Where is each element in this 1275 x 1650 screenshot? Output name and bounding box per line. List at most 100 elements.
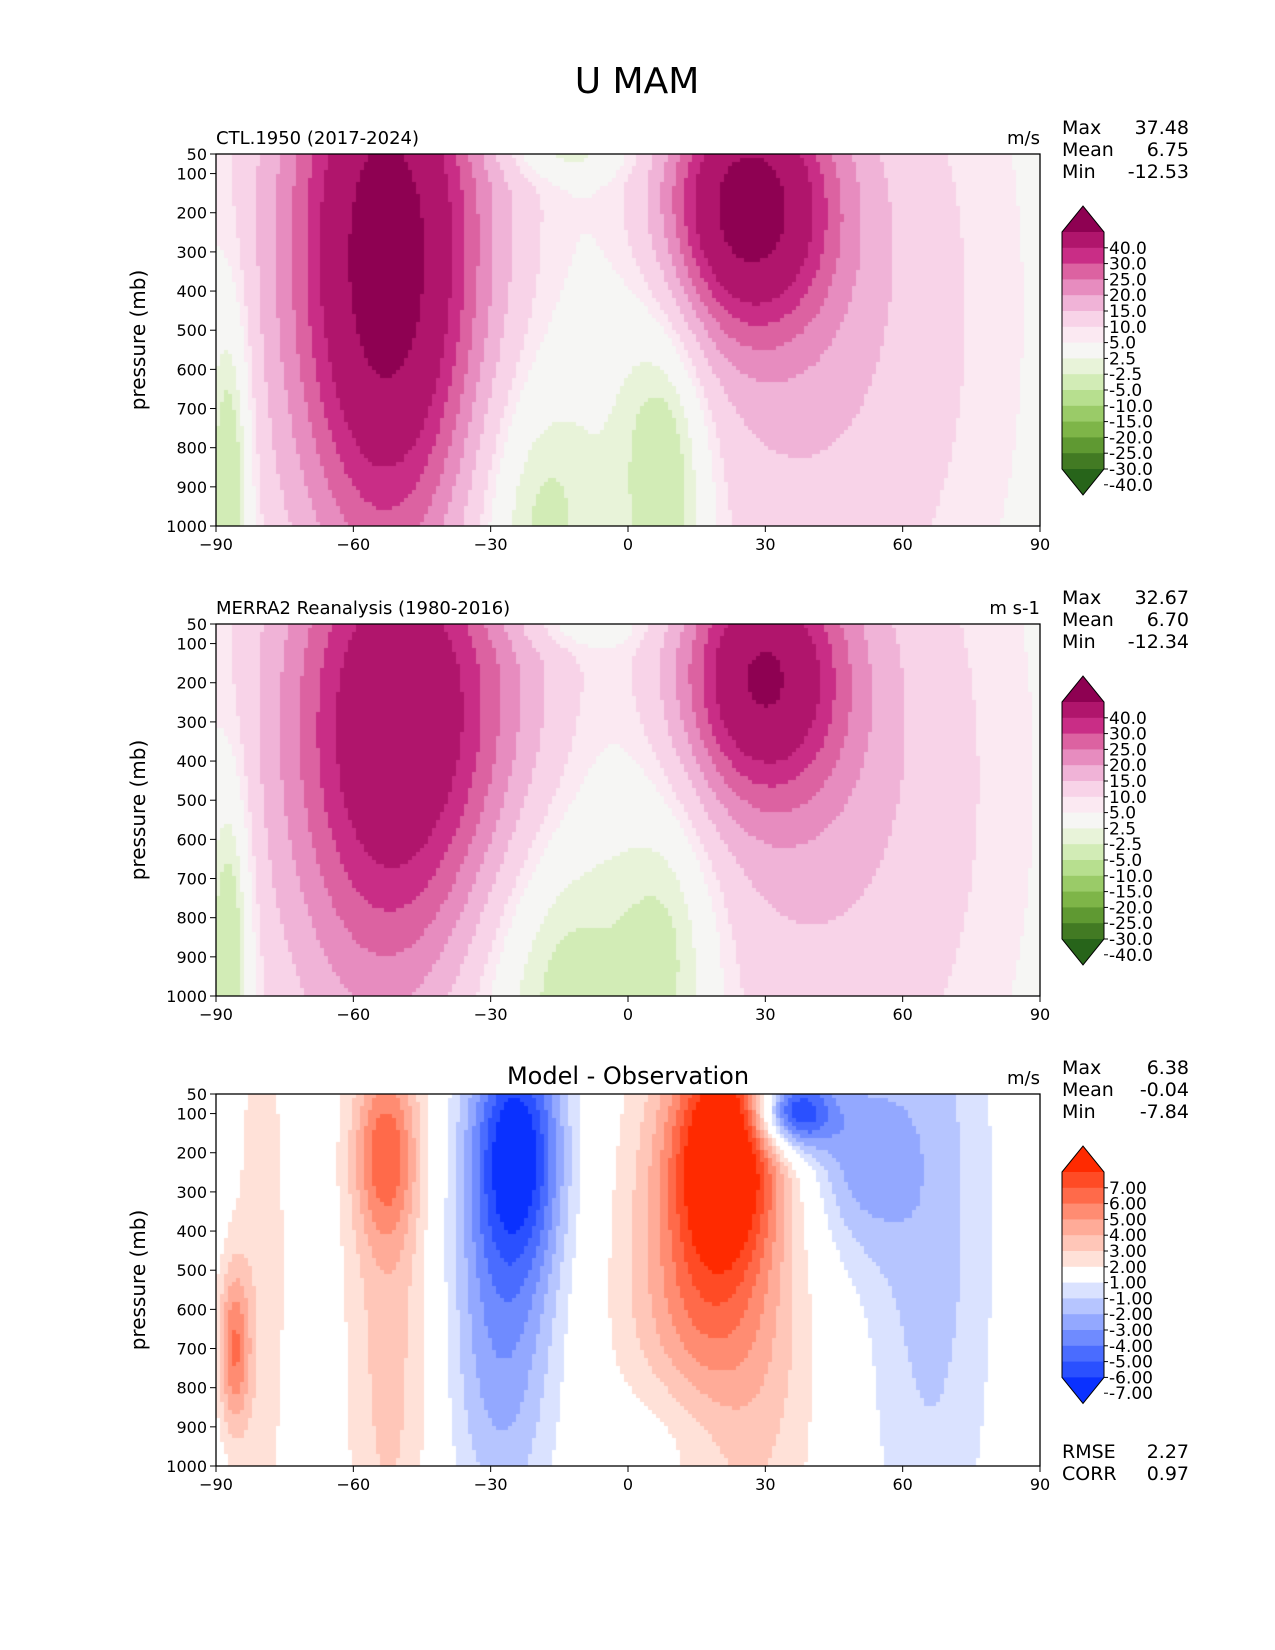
y-tick-label: 900	[176, 478, 207, 497]
colorbar-swatch	[1062, 1314, 1104, 1331]
colorbar-swatch	[1062, 390, 1104, 407]
stat-value: 6.70	[1147, 609, 1189, 631]
colorbar-label: 5.00	[1109, 1210, 1147, 1230]
colorbar-label: -20.0	[1109, 428, 1153, 448]
y-tick-label: 900	[176, 1418, 207, 1437]
y-tick-label: 300	[176, 243, 207, 262]
stat-label: Mean	[1062, 139, 1114, 161]
y-tick-label: 500	[176, 791, 207, 810]
stat-value: 6.38	[1147, 1057, 1189, 1079]
colorbar-swatch	[1062, 907, 1104, 924]
colorbar-swatch	[1062, 733, 1104, 750]
stat-value: 37.48	[1135, 117, 1189, 139]
colorbar-label: -2.5	[1109, 365, 1142, 385]
stat-label: Mean	[1062, 1079, 1114, 1101]
colorbar-swatch	[1062, 1345, 1104, 1363]
colorbar-label: -40.0	[1109, 476, 1153, 496]
y-tick-label: 500	[176, 1261, 207, 1280]
y-tick-label: 900	[176, 948, 207, 967]
colorbar-label: 15.0	[1109, 302, 1147, 322]
panel-title: MERRA2 Reanalysis (1980-2016)	[216, 598, 510, 619]
y-tick-label: 600	[176, 360, 207, 379]
stat-label: Mean	[1062, 609, 1114, 631]
colorbar-extend-min	[1062, 939, 1104, 965]
colorbar: 40.030.025.020.015.010.05.02.5-2.5-5.0-1…	[1061, 205, 1153, 496]
x-tick-label: 0	[623, 1475, 633, 1494]
y-tick-label: 200	[176, 1144, 207, 1163]
x-axis: −90 −60 −30 0 30 60 90	[199, 1466, 1050, 1494]
contour-fill	[216, 154, 1040, 526]
colorbar-swatch	[1062, 453, 1104, 470]
y-tick-label: 1000	[166, 987, 207, 1006]
colorbar-swatch	[1062, 781, 1104, 798]
stat-value: -12.53	[1128, 161, 1189, 183]
metric-label: RMSE	[1062, 1441, 1116, 1463]
colorbar-label: -7.00	[1109, 1384, 1153, 1404]
y-tick-label: 700	[176, 870, 207, 889]
colorbar-label: 5.0	[1109, 334, 1136, 354]
colorbar-swatch	[1062, 1219, 1104, 1236]
colorbar-label: 25.0	[1109, 740, 1147, 760]
colorbar-swatch	[1062, 311, 1104, 328]
y-tick-label: 100	[176, 635, 207, 654]
x-tick-label: −90	[199, 1475, 233, 1494]
colorbar-swatch	[1062, 1251, 1104, 1268]
colorbar-label: -25.0	[1109, 914, 1153, 934]
y-tick-label: 400	[176, 282, 207, 301]
y-tick-label: 100	[176, 165, 207, 184]
x-tick-label: −30	[474, 1005, 508, 1024]
colorbar-label: -15.0	[1109, 413, 1153, 433]
x-tick-label: −30	[474, 535, 508, 554]
colorbar-label: 2.00	[1109, 1258, 1147, 1278]
stat-label: Max	[1062, 117, 1101, 139]
colorbar-label: -2.00	[1109, 1305, 1153, 1325]
colorbar-extend-min	[1062, 1377, 1104, 1404]
stat-value: 32.67	[1135, 587, 1189, 609]
colorbar-swatch	[1062, 923, 1104, 940]
colorbar-label: 4.00	[1109, 1226, 1147, 1246]
x-axis: −90 −60 −30 0 30 60 90	[199, 996, 1050, 1024]
colorbar-label: -20.0	[1109, 898, 1153, 918]
x-tick-label: 30	[755, 1005, 775, 1024]
colorbar-extend-max	[1062, 206, 1104, 232]
metric-label: CORR	[1062, 1463, 1117, 1485]
x-tick-label: −90	[199, 535, 233, 554]
x-tick-label: 0	[623, 1005, 633, 1024]
y-tick-label: 800	[176, 1379, 207, 1398]
colorbar-swatch	[1062, 263, 1104, 280]
colorbar-swatch	[1062, 1172, 1104, 1189]
colorbar-label: 5.0	[1109, 804, 1136, 824]
colorbar-label: 40.0	[1109, 239, 1147, 259]
stat-value: 6.75	[1147, 139, 1189, 161]
colorbar-label: -30.0	[1109, 930, 1153, 950]
colorbar-label: -5.0	[1109, 381, 1142, 401]
colorbar-label: 25.0	[1109, 270, 1147, 290]
y-axis-label: pressure (mb)	[126, 740, 150, 881]
colorbar-swatch	[1062, 1298, 1104, 1315]
colorbar-label: -30.0	[1109, 460, 1153, 480]
y-tick-label: 800	[176, 439, 207, 458]
panel-title: CTL.1950 (2017-2024)	[216, 128, 419, 149]
colorbar-swatch	[1062, 1330, 1104, 1347]
colorbar-label: 10.0	[1109, 318, 1147, 338]
y-axis-label: pressure (mb)	[126, 1210, 150, 1351]
colorbar-label: -1.00	[1109, 1289, 1153, 1309]
colorbar-label: 2.5	[1109, 819, 1136, 839]
y-tick-label: 200	[176, 204, 207, 223]
colorbar-extend-max	[1062, 1146, 1104, 1172]
stat-label: Min	[1062, 1101, 1096, 1123]
colorbar-swatch	[1062, 1282, 1104, 1299]
y-tick-label: 400	[176, 1222, 207, 1241]
colorbar-label: 1.00	[1109, 1274, 1147, 1294]
stat-label: Max	[1062, 587, 1101, 609]
colorbar-label: 2.5	[1109, 349, 1136, 369]
colorbar-swatch	[1062, 374, 1104, 391]
panels: −90 −60 −30 0 30 60 90501002003004005006007008…	[126, 117, 1189, 1494]
stat-label: Max	[1062, 1057, 1101, 1079]
colorbar-label: 15.0	[1109, 772, 1147, 792]
colorbar-swatch	[1062, 342, 1104, 359]
